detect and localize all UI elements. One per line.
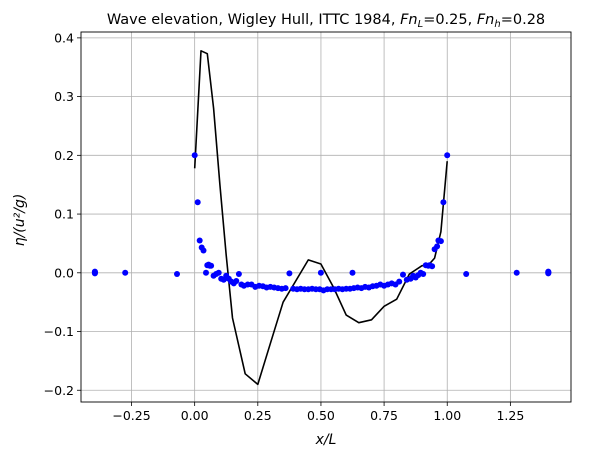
data-point [545,268,552,275]
data-point [233,278,240,284]
chart-title: Wave elevation, Wigley Hull, ITTC 1984, … [107,12,545,30]
data-point [349,269,356,276]
data-point [208,262,215,269]
data-point [196,237,203,244]
x-axis-ticks: −0.25 0.00 0.25 0.50 0.75 1.00 1.25 [112,402,524,423]
y-axis-ticks: −0.2 −0.1 0.0 0.1 0.2 0.3 0.4 [44,30,81,398]
data-point [200,247,207,254]
y-tick-label: 0.2 [54,148,74,163]
data-point [235,271,242,277]
title-value: =0.25, [423,12,477,28]
y-tick-label: 0.0 [54,265,74,280]
data-point [286,270,293,277]
title-symbol: Fn [477,12,495,28]
data-point [194,199,201,206]
data-point [203,269,209,276]
x-tick-label: 1.25 [496,408,524,423]
data-point [444,152,451,159]
title-text: Wave elevation, Wigley Hull, ITTC 1984, [107,12,400,28]
data-point [122,269,129,276]
data-point [191,152,198,159]
data-point [440,199,447,206]
data-point [437,238,444,245]
data-point [420,271,427,277]
data-point [463,271,470,277]
y-tick-label: −0.1 [44,324,74,339]
data-point [396,278,403,285]
series-line [193,50,448,386]
data-point [434,243,441,250]
y-tick-label: 0.3 [54,89,74,104]
title-symbol: Fn [400,12,418,28]
x-tick-label: 0.75 [370,408,398,423]
y-tick-label: 0.1 [54,207,74,222]
x-tick-label: 0.50 [307,408,335,423]
data-point [513,269,520,276]
data-point [429,263,436,270]
data-point [91,269,98,276]
y-axis-title: η/(u²/g) [12,194,28,247]
title-subscript: h [494,19,500,30]
data-point [282,285,289,292]
y-tick-label: −0.2 [44,383,74,398]
plot-frame [80,31,572,403]
x-tick-label: −0.25 [112,408,150,423]
series-points-layer [91,152,552,294]
data-point [215,269,222,276]
title-value: =0.28 [501,12,545,28]
data-point [174,271,180,277]
y-tick-label: 0.4 [54,30,74,45]
x-tick-label: 0.00 [181,408,209,423]
x-tick-label: 0.25 [244,408,272,423]
data-point [317,269,324,276]
x-axis-title: x/L [315,432,337,448]
x-tick-label: 1.00 [433,408,461,423]
data-point [400,271,406,278]
title-subscript: L [418,19,424,30]
series-line-layer [193,50,448,386]
grid-lines [81,32,571,402]
